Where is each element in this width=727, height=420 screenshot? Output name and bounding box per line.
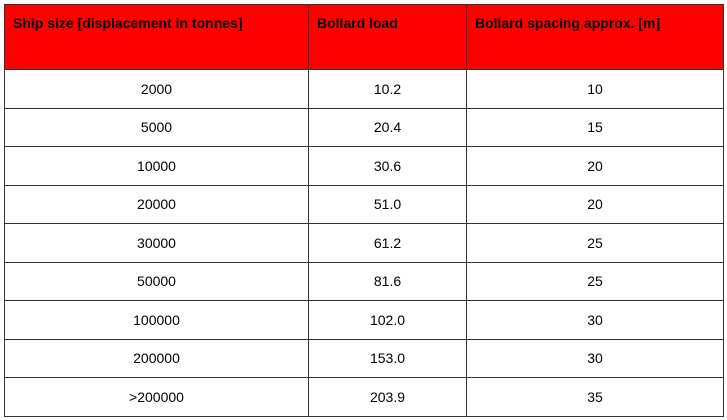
table-cell: 20.4 (308, 107, 467, 147)
table-body: 2000 10.2 10 5000 20.4 15 10000 30.6 20 20000 51.0… (4, 69, 724, 417)
table-cell: 25 (466, 223, 724, 263)
table-row: 10000 30.6 20 (4, 146, 724, 186)
table-row: 20000 51.0 20 (4, 184, 724, 224)
table-cell: 5000 (4, 107, 309, 147)
table-cell: 200000 (4, 338, 309, 378)
table-row: 50000 81.6 25 (4, 261, 724, 301)
table-cell: 35 (466, 377, 724, 417)
table-row: 5000 20.4 15 (4, 107, 724, 147)
table-cell: 61.2 (308, 223, 467, 263)
table-cell: 203.9 (308, 377, 467, 417)
table-cell: 15 (466, 107, 724, 147)
table-row: 30000 61.2 25 (4, 223, 724, 263)
table-cell: 30.6 (308, 146, 467, 186)
table-cell: 153.0 (308, 338, 467, 378)
table-cell: 10000 (4, 146, 309, 186)
table-cell: >200000 (4, 377, 309, 417)
header-row: Ship size [displacement in tonnes] Bollar… (4, 4, 724, 70)
table-cell: 25 (466, 261, 724, 301)
table-cell: 10.2 (308, 69, 467, 109)
table-cell: 20000 (4, 184, 309, 224)
table-cell: 30 (466, 300, 724, 340)
table-cell: 50000 (4, 261, 309, 301)
table-row: 2000 10.2 10 (4, 69, 724, 109)
table-row: 100000 102.0 30 (4, 300, 724, 340)
header-cell: Bollard load (308, 4, 467, 70)
header-cell: Bollard spacing approx. [m] (466, 4, 724, 70)
table-row: >200000 203.9 35 (4, 377, 724, 417)
table-cell: 30000 (4, 223, 309, 263)
table-cell: 20 (466, 184, 724, 224)
table-cell: 100000 (4, 300, 309, 340)
table-cell: 10 (466, 69, 724, 109)
bollard-table: Ship size [displacement in tonnes] Bollar… (4, 4, 724, 417)
table-row: 200000 153.0 30 (4, 338, 724, 378)
header-cell: Ship size [displacement in tonnes] (4, 4, 309, 70)
table-cell: 81.6 (308, 261, 467, 301)
table-cell: 51.0 (308, 184, 467, 224)
table-cell: 20 (466, 146, 724, 186)
table-cell: 30 (466, 338, 724, 378)
table-cell: 2000 (4, 69, 309, 109)
table-cell: 102.0 (308, 300, 467, 340)
